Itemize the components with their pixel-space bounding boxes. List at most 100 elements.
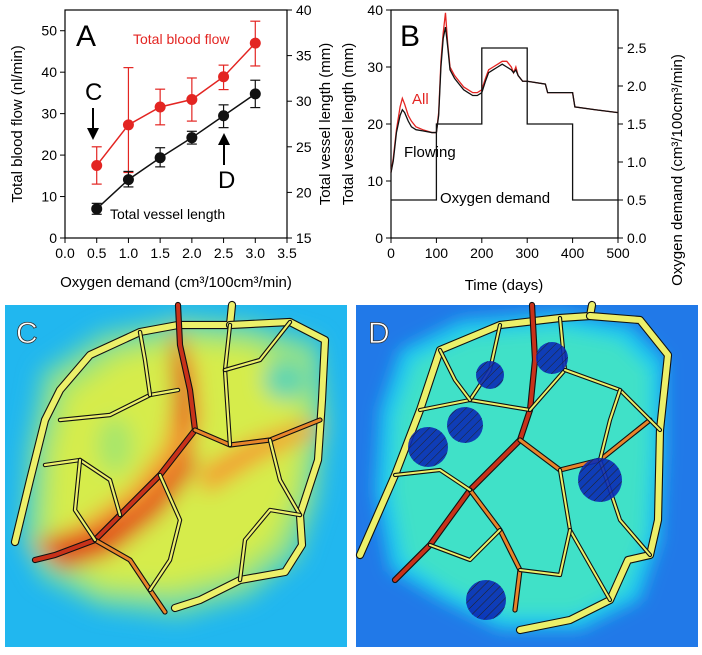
label-all: All [412, 91, 429, 108]
panel-a-xtick-label: 2.0 [182, 245, 202, 261]
point-flow [122, 119, 134, 131]
vessel [429, 529, 501, 561]
point-flow [186, 94, 198, 106]
vessel [519, 529, 571, 576]
panel-b-ytick-right-label: 2.5 [627, 40, 647, 56]
hypoxic-regions [408, 342, 622, 620]
panel-a-ytick-left-label: 20 [41, 147, 57, 163]
panel-b-xtick-label: 100 [425, 245, 449, 261]
panel-b-ytick-right-label: 1.0 [627, 154, 647, 170]
vessel [599, 389, 621, 461]
panel-a-ytick-left-label: 0 [49, 230, 57, 246]
panel-a-ytick-right-label: 30 [296, 93, 312, 109]
arrow-d-icon [218, 133, 230, 165]
panel-b-ytick-right-label: 0.5 [627, 192, 647, 208]
point-flow [154, 101, 166, 113]
vessel [357, 302, 595, 558]
panel-b-xtick-label: 500 [606, 245, 630, 261]
point-flow [249, 37, 261, 49]
panel-a-chart: 0.0 0.5 1.0 1.5 2.0 2.5 3.0 3.5 0 10 20 30 40 50 15 20 2… [9, 2, 334, 291]
point-flow [91, 159, 103, 171]
panel-a-ylabel-left: Total blood flow (nl/min) [9, 45, 26, 203]
vessel [517, 313, 671, 633]
panel-c-letter: C [16, 317, 38, 350]
panel-b-ytick-left-label: 30 [367, 59, 383, 75]
panel-b-ylabel-right: Oxygen demand (cm³/100cm³/min) [669, 54, 686, 286]
annotation-c: C [85, 79, 102, 106]
vessel [268, 438, 302, 517]
panel-a-lines [96, 42, 256, 210]
panel-a-ytick-right-label: 40 [296, 2, 312, 18]
vessel [468, 488, 522, 612]
panel-b-ytick-left-label: 40 [367, 2, 383, 18]
panel-a-ytick-left-label: 50 [41, 23, 57, 39]
panel-a-ytick-right-label: 25 [296, 139, 312, 155]
panel-a-xtick-label: 1.5 [150, 245, 170, 261]
vessel [223, 320, 292, 372]
point-length [249, 88, 261, 100]
panel-b-ticks: 0 100 200 300 400 500 0 10 20 30 40 0.0 0.5 1.0 1.5 2.0… [367, 2, 646, 261]
point-length [186, 132, 198, 144]
panel-b-xtick-label: 200 [470, 245, 494, 261]
panel-c-map: C [5, 300, 347, 647]
vessel [148, 473, 182, 592]
panel-a-xtick-label: 3.0 [246, 245, 266, 261]
vessel [193, 418, 322, 447]
annotation-d: D [218, 167, 235, 194]
series-line-flow [96, 42, 256, 166]
panel-b-xtick-label: 300 [516, 245, 540, 261]
panel-a-ytick-left-label: 30 [41, 106, 57, 122]
panel-a-ytick-right-label: 35 [296, 48, 312, 64]
series-line-length [96, 93, 256, 210]
panel-b-ytick-left-label: 20 [367, 116, 383, 132]
panel-b-ytick-right-label: 2.0 [627, 78, 647, 94]
panel-b-xlabel: Time (days) [465, 277, 544, 294]
panel-b-xtick-label: 0 [387, 245, 395, 261]
panel-b-ytick-right-label: 0.0 [627, 230, 647, 246]
vessel [394, 469, 471, 491]
vessel [518, 418, 652, 472]
vessel [439, 349, 471, 401]
vessel [238, 508, 302, 582]
point-length [122, 174, 134, 186]
label-oxygen-demand: Oxygen demand [440, 190, 550, 207]
panel-b-ylabel-left: Total vessel length (mm) [340, 43, 357, 206]
panel-d-letter: D [368, 317, 390, 350]
panel-a-letter: A [76, 20, 96, 53]
point-length [154, 152, 166, 164]
vessel [73, 458, 97, 542]
arrow-c-icon [87, 108, 99, 140]
legend-total-blood-flow: Total blood flow [133, 31, 230, 47]
point-length [91, 203, 103, 215]
panel-b-ytick-right-label: 1.5 [627, 116, 647, 132]
vessel [93, 538, 167, 614]
panel-a-ytick-right-label: 20 [296, 184, 312, 200]
panel-c-vessels [10, 300, 330, 615]
vessel [12, 302, 235, 545]
panel-b-ytick-left-label: 10 [367, 173, 383, 189]
panel-a-frame [64, 9, 288, 239]
legend-total-vessel-length: Total vessel length [110, 206, 225, 222]
panel-b-letter: B [400, 20, 420, 53]
panel-a-ticks: 0.0 0.5 1.0 1.5 2.0 2.5 3.0 3.5 0 10 20 30 40 50 15 20 2… [41, 2, 311, 261]
panel-a-xtick-label: 0.0 [55, 245, 75, 261]
panel-a-ytick-right-label: 15 [296, 230, 312, 246]
panel-a-xlabel: Oxygen demand (cm³/100cm³/min) [60, 274, 292, 291]
panel-a-points [91, 37, 261, 215]
label-flowing: Flowing [404, 144, 456, 161]
panel-b-lines [390, 12, 619, 201]
panel-a-xtick-label: 2.5 [214, 245, 234, 261]
vessel [43, 458, 122, 517]
panel-d-vessels [355, 300, 673, 635]
point-length [218, 110, 230, 122]
panel-a-xtick-label: 0.5 [87, 245, 107, 261]
panel-a-ytick-left-label: 40 [41, 64, 57, 80]
series-line-oxygen-demand [391, 47, 618, 201]
point-flow [218, 71, 230, 83]
panel-a-xtick-label: 3.5 [277, 245, 297, 261]
panel-b-ytick-left-label: 0 [375, 230, 383, 246]
panel-b-chart: 0 100 200 300 400 500 0 10 20 30 40 0.0 0.5 1.0 1.5 2.0… [340, 2, 686, 294]
vessel [138, 330, 152, 397]
panel-d-map: D [355, 300, 698, 647]
